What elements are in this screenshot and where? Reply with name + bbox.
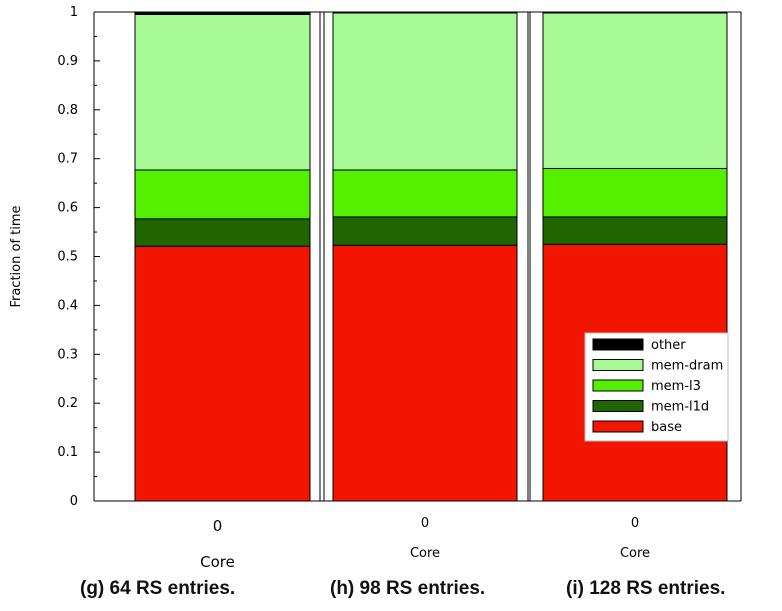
legend-label-other: other (651, 338, 686, 353)
legend-swatch-mem-l3 (592, 379, 644, 392)
y-tick-label: 0.6 (57, 201, 78, 216)
x-axis-label: Core (620, 546, 650, 561)
caption-panel-h: (h) 98 RS entries. (330, 578, 486, 599)
panel-2: 0 Core (528, 11, 741, 561)
x-axis-label: Core (200, 553, 235, 571)
legend-swatch-mem-l1d (592, 400, 644, 412)
y-tick-label: 0.3 (57, 347, 78, 362)
caption-panel-i: (i) 128 RS entries. (566, 578, 726, 599)
legend-swatch-mem-dram (592, 359, 644, 371)
y-tick-label: 0.7 (57, 152, 78, 167)
panel-0: 0 Core (96, 11, 324, 571)
bar-segment-mem-dram (542, 12, 728, 169)
x-tick-label: 0 (213, 517, 223, 535)
bar-segment-other (134, 11, 311, 15)
y-tick-label: 0.1 (57, 445, 78, 460)
bar-segment-other (542, 11, 728, 14)
legend: other mem-dram mem-l3 mem-l1d base (584, 332, 729, 442)
legend-label-mem-l3: mem-l3 (651, 379, 701, 394)
y-tick-label: 0 (70, 494, 78, 509)
x-tick-label: 0 (421, 516, 429, 531)
y-axis: 0 0.1 0.2 0.3 0.4 0.5 0.6 0.7 0.8 0.9 1 Fraction of… (9, 5, 100, 509)
bar-segment-mem-dram (134, 13, 311, 171)
bar-segment-mem-l3 (542, 167, 728, 218)
y-tick-label: 0.4 (57, 298, 78, 313)
y-tick-label: 0.9 (57, 54, 78, 69)
bar-segment-mem-l1d (332, 216, 518, 246)
bar-segment-base (134, 245, 311, 502)
bar-segment-mem-dram (332, 12, 518, 171)
bar-segment-base (332, 244, 518, 502)
legend-label-base: base (651, 420, 682, 435)
bar-segment-other (332, 11, 518, 14)
legend-label-mem-dram: mem-dram (651, 359, 723, 374)
x-tick-label: 0 (631, 516, 639, 531)
y-tick-label: 0.5 (57, 250, 78, 265)
y-tick-label: 1 (70, 5, 78, 20)
caption-panel-g: (g) 64 RS entries. (80, 578, 236, 599)
bar-segment-mem-l1d (542, 216, 728, 245)
legend-swatch-base (592, 420, 644, 433)
y-axis-label: Fraction of time (9, 205, 24, 307)
chart-panels: 0 Core 0 Core 0 Core (96, 11, 742, 571)
x-axis-label: Core (410, 546, 440, 561)
legend-label-mem-l1d: mem-l1d (651, 400, 709, 415)
bar-segment-mem-l3 (134, 169, 311, 220)
panel-1: 0 Core (320, 11, 530, 561)
bar-segment-mem-l3 (332, 169, 518, 218)
y-tick-label: 0.8 (57, 103, 78, 118)
bar-segment-mem-l1d (134, 218, 311, 247)
y-tick-label: 0.2 (57, 396, 78, 411)
legend-swatch-other (592, 338, 644, 351)
